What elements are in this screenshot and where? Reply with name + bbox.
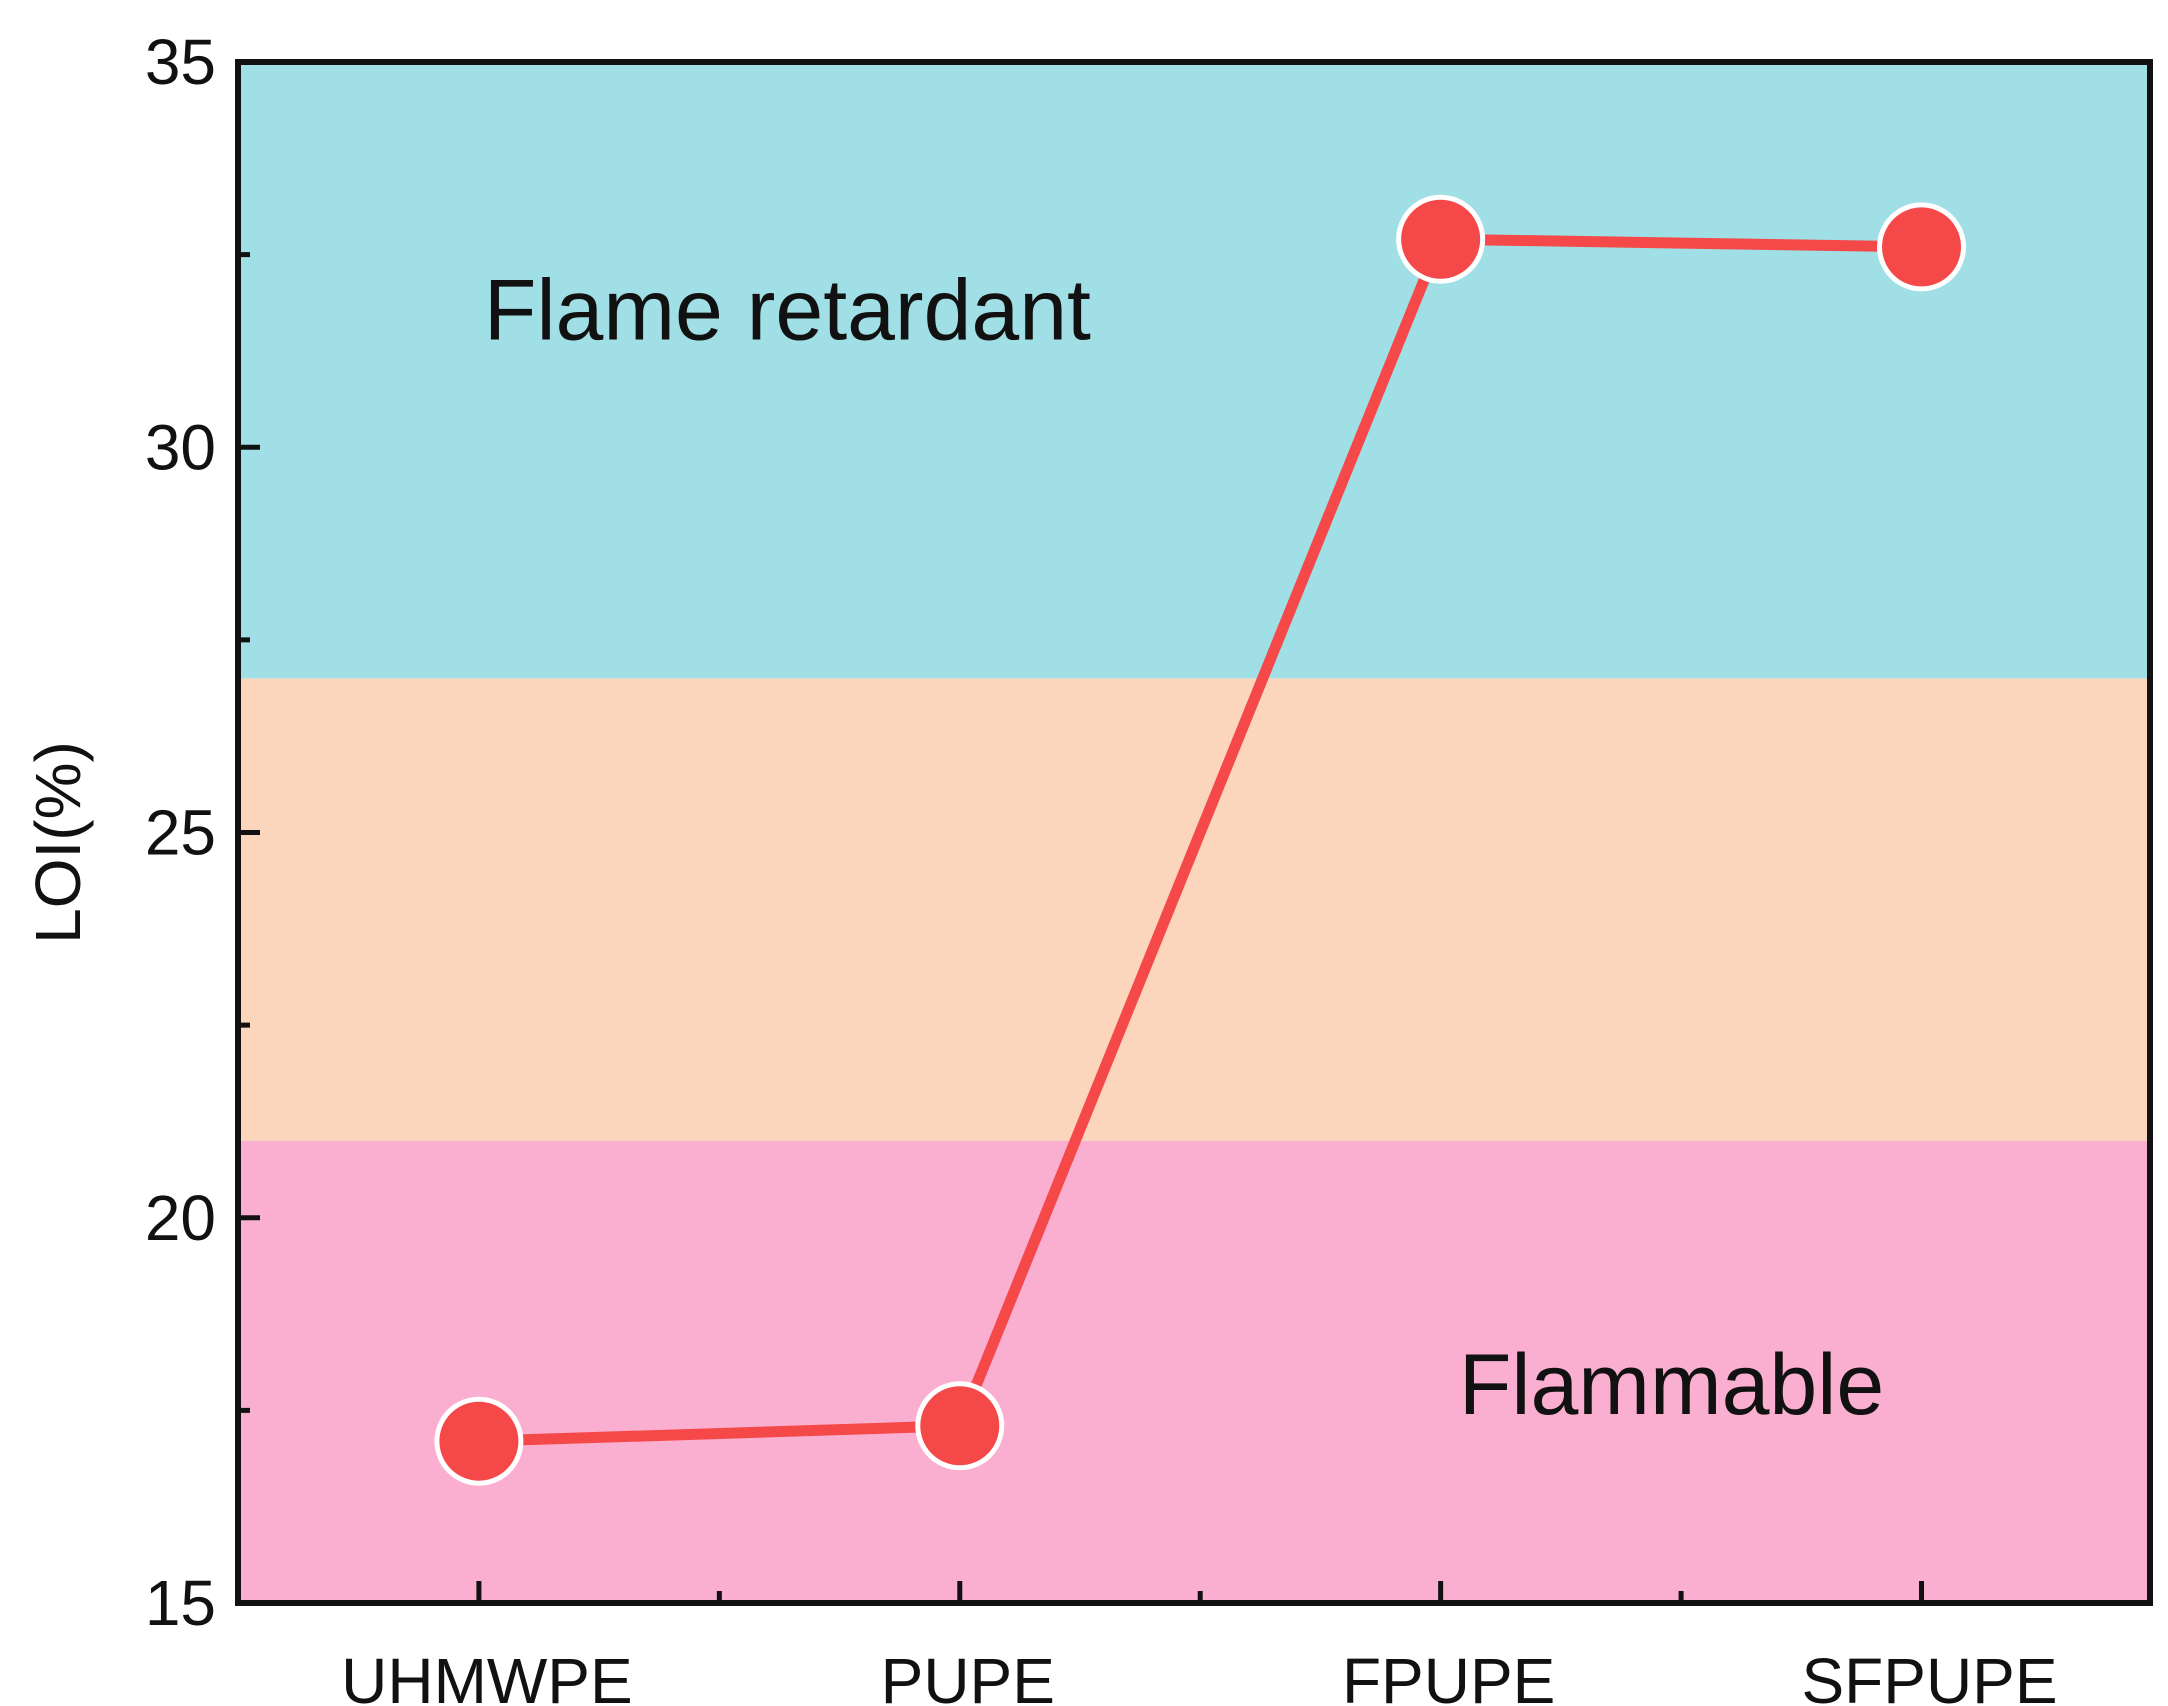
series-layer: [434, 194, 1967, 1486]
series-line-0: [478, 233, 1922, 1447]
region-label-2: Flame retardant: [484, 262, 1091, 358]
data-point-uhmwpe: [434, 1396, 524, 1486]
region-label-0: Flammable: [1459, 1337, 1884, 1433]
y-tick-label: 25: [145, 797, 216, 869]
region-band-0: [238, 1140, 2150, 1603]
x-tick-label-sfpupe: SFPUPE: [1801, 1645, 2057, 1706]
region-band-2: [238, 62, 2150, 679]
x-tick-label-uhmwpe: UHMWPE: [341, 1645, 633, 1706]
data-point-sfpupe: [1877, 202, 1967, 292]
background-regions: [238, 62, 2150, 1603]
data-point-pupe: [915, 1381, 1005, 1471]
x-axis: UHMWPE PUPE FPUPE SFPUPE: [341, 1581, 2058, 1706]
y-axis: 15 20 25 30 35: [145, 26, 260, 1639]
x-tick-label-pupe: PUPE: [881, 1645, 1055, 1706]
y-tick-label: 30: [145, 411, 216, 483]
region-labels: Flammable Flame retardant: [484, 262, 1884, 1433]
region-band-1: [238, 678, 2150, 1141]
y-axis-title: LOI(%): [22, 741, 94, 944]
data-point-fpupe: [1396, 194, 1486, 284]
x-tick-label-fpupe: FPUPE: [1342, 1645, 1555, 1706]
y-tick-label: 15: [145, 1567, 216, 1639]
y-tick-label: 35: [145, 26, 216, 98]
y-tick-label: 20: [145, 1182, 216, 1254]
